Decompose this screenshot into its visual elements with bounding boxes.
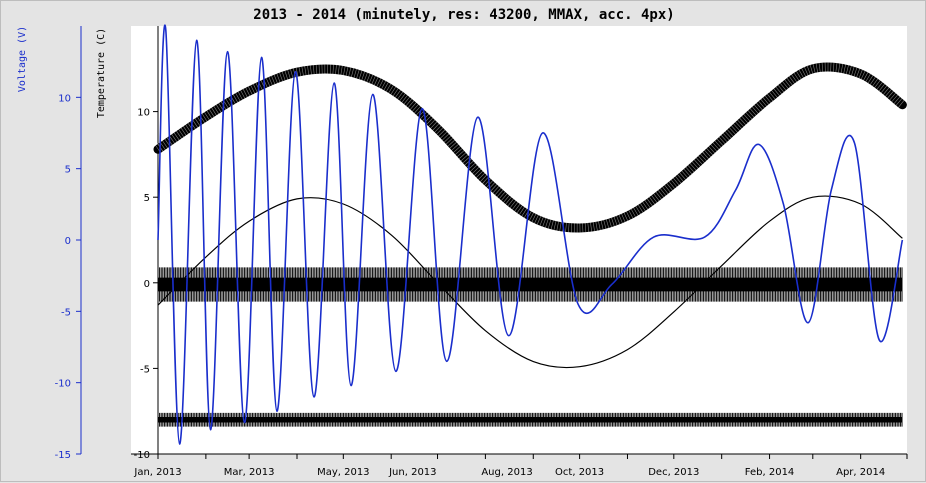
voltage-ticks: -15 -10 -5 0 5 10 (55, 93, 81, 461)
x-tick-label: Jan, 2013 (133, 467, 181, 478)
voltage-axis-label: Voltage (V) (17, 26, 28, 92)
temperature-thin-line (157, 195, 903, 369)
temperature-ticks: -10 -5 0 5 10 (134, 108, 158, 461)
temperature-axis-label: Temperature (C) (96, 28, 107, 118)
x-tick-label: Dec, 2013 (648, 467, 699, 478)
x-tick-label: Mar, 2013 (224, 467, 275, 478)
voltage-tick-label: -10 (55, 379, 71, 390)
voltage-tick-label: -15 (55, 450, 71, 461)
x-ticks: Jan, 2013 Mar, 2013 May, 2013 Jun, 2013 Aug,… (133, 454, 908, 478)
x-tick-label: May, 2013 (317, 467, 369, 478)
temperature-tick-label: 0 (144, 279, 150, 290)
x-tick-label: Oct, 2013 (555, 467, 604, 478)
series-group (153, 24, 907, 445)
temperature-tick-label: -10 (134, 450, 150, 461)
voltage-tick-label: 0 (65, 236, 71, 247)
thick-band-series (153, 61, 907, 235)
temperature-tick-label: 5 (144, 193, 150, 204)
voltage-tick-label: 5 (65, 165, 71, 176)
band-hatch (157, 412, 903, 427)
x-tick-label: Apr, 2014 (836, 467, 885, 478)
voltage-line (157, 24, 904, 445)
x-tick-label: Jun, 2013 (388, 467, 436, 478)
temperature-tick-label: -5 (140, 364, 150, 375)
voltage-tick-label: 10 (58, 93, 71, 104)
x-tick-label: Aug, 2013 (481, 467, 532, 478)
voltage-tick-label: -5 (61, 307, 71, 318)
x-tick-label: Feb, 2014 (745, 467, 795, 478)
chart-title: 2013 - 2014 (minutely, res: 43200, MMAX,… (253, 7, 674, 23)
band-line (153, 62, 907, 233)
dense-band-series (157, 412, 903, 427)
temperature-tick-label: 10 (137, 108, 150, 119)
